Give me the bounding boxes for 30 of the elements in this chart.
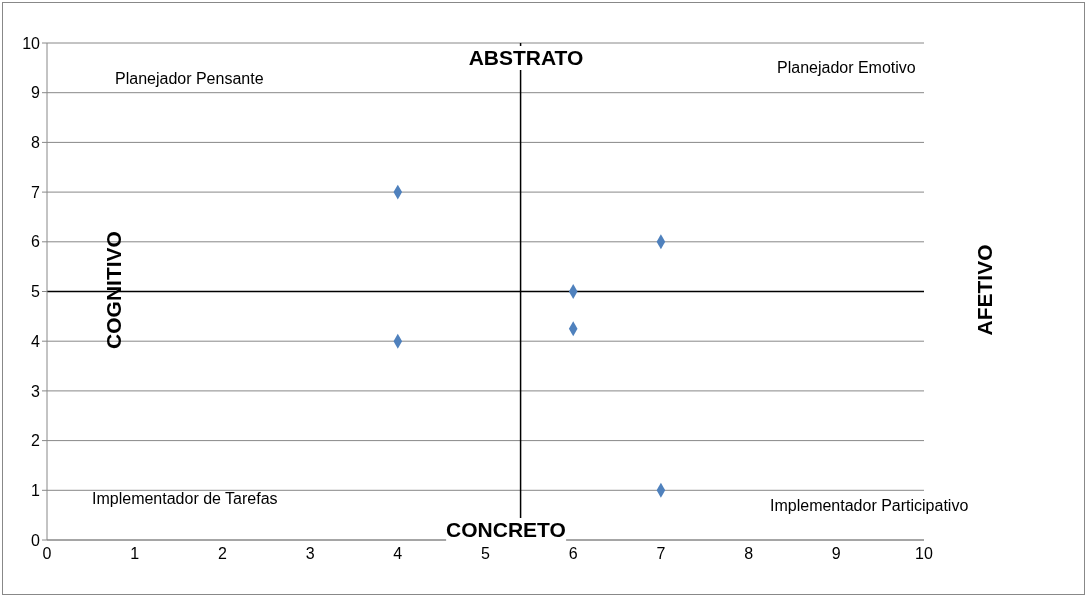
annotation: Planejador Pensante	[115, 70, 264, 88]
y-tick-label: 1	[31, 481, 41, 499]
x-tick-label: 2	[217, 545, 227, 563]
x-tick-label: 7	[656, 545, 666, 563]
annotation: Planejador Emotivo	[777, 59, 916, 77]
y-tick-label: 5	[31, 283, 41, 301]
x-tick-label: 5	[481, 545, 491, 563]
y-tick-label: 0	[31, 531, 41, 549]
text: AFETIVO	[973, 244, 997, 336]
x-tick-label: 4	[393, 545, 403, 563]
annotation: Implementador de Tarefas	[92, 490, 278, 508]
y-tick-label: 6	[31, 233, 41, 251]
y-tick-label: 10	[22, 34, 41, 52]
y-tick-label: 4	[31, 332, 41, 350]
x-tick-label: 0	[42, 545, 52, 563]
annotation: Implementador Participativo	[770, 497, 969, 515]
x-tick-label: 6	[568, 545, 578, 563]
y-tick-label: 9	[31, 84, 41, 102]
y-tick-label: 3	[31, 382, 41, 400]
y-tick-label: 2	[31, 432, 41, 450]
annotation: ABSTRATO	[468, 46, 584, 70]
y-tick-label: 7	[31, 183, 41, 201]
x-tick-label: 10	[915, 545, 933, 563]
x-tick-label: 8	[744, 545, 754, 563]
x-tick-label: 3	[305, 545, 315, 563]
x-tick-label: 1	[130, 545, 140, 563]
y-tick-label: 8	[31, 134, 41, 152]
annotation: CONCRETO	[446, 518, 566, 542]
x-tick-label: 9	[831, 545, 841, 563]
annotation: COGNITIVO	[102, 231, 126, 349]
